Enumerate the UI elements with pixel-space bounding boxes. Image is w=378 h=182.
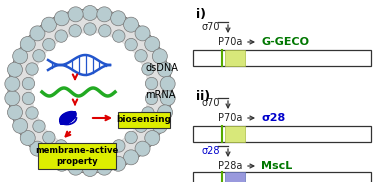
Text: G-GECO: G-GECO: [261, 37, 309, 47]
Text: MscL: MscL: [261, 161, 292, 171]
Circle shape: [125, 131, 137, 144]
Circle shape: [54, 11, 69, 26]
Circle shape: [55, 140, 67, 152]
Bar: [38, 143, 116, 169]
Text: biosensing: biosensing: [116, 116, 172, 124]
Circle shape: [54, 156, 69, 171]
Text: i): i): [196, 8, 206, 21]
Circle shape: [142, 107, 154, 119]
Text: P70a: P70a: [218, 37, 242, 47]
Bar: [225, 50, 245, 66]
Circle shape: [34, 35, 146, 147]
Circle shape: [5, 76, 20, 91]
Circle shape: [26, 107, 38, 119]
Circle shape: [142, 63, 154, 75]
Circle shape: [84, 23, 96, 35]
Circle shape: [69, 145, 81, 157]
Circle shape: [42, 150, 56, 165]
Circle shape: [69, 25, 81, 37]
Circle shape: [145, 37, 160, 52]
Bar: [193, 172, 371, 182]
Circle shape: [43, 131, 55, 144]
Text: dsDNA: dsDNA: [145, 63, 178, 73]
Text: membrane-active
property: membrane-active property: [36, 146, 119, 166]
Circle shape: [125, 38, 137, 51]
Text: mRNA: mRNA: [145, 90, 175, 100]
Circle shape: [30, 141, 45, 156]
Circle shape: [111, 11, 125, 26]
Circle shape: [113, 140, 125, 152]
Bar: [193, 126, 371, 142]
Circle shape: [82, 161, 98, 177]
Text: P70a: P70a: [218, 113, 242, 123]
Circle shape: [124, 17, 139, 32]
Bar: [225, 172, 245, 182]
Circle shape: [135, 141, 150, 156]
Text: P28a: P28a: [218, 161, 242, 171]
Circle shape: [124, 150, 139, 165]
Circle shape: [145, 130, 160, 145]
Circle shape: [146, 77, 158, 90]
Bar: [225, 126, 245, 142]
Circle shape: [99, 145, 111, 157]
Bar: [193, 50, 371, 66]
Text: σ70: σ70: [201, 98, 220, 108]
Circle shape: [135, 120, 147, 132]
Circle shape: [22, 77, 35, 90]
Circle shape: [111, 156, 125, 171]
Circle shape: [42, 17, 56, 32]
Circle shape: [30, 26, 45, 41]
Circle shape: [84, 147, 96, 159]
Circle shape: [99, 25, 111, 37]
Circle shape: [8, 62, 22, 77]
Circle shape: [22, 92, 35, 105]
Circle shape: [8, 105, 22, 120]
Text: σ70: σ70: [201, 22, 220, 32]
Circle shape: [97, 7, 112, 22]
Circle shape: [13, 118, 28, 133]
Circle shape: [158, 105, 172, 120]
Circle shape: [32, 33, 148, 149]
Circle shape: [152, 118, 167, 133]
Circle shape: [152, 49, 167, 64]
Circle shape: [68, 160, 83, 175]
Circle shape: [82, 5, 98, 21]
Bar: [118, 112, 170, 128]
Circle shape: [160, 76, 175, 91]
Circle shape: [160, 91, 175, 106]
Circle shape: [8, 9, 172, 173]
Circle shape: [68, 7, 83, 22]
Circle shape: [135, 50, 147, 62]
Text: σ28: σ28: [201, 146, 220, 156]
Circle shape: [26, 63, 38, 75]
Circle shape: [13, 49, 28, 64]
Circle shape: [33, 120, 45, 132]
Circle shape: [20, 37, 35, 52]
Circle shape: [113, 30, 125, 42]
Circle shape: [43, 38, 55, 51]
Text: σ28: σ28: [261, 113, 285, 123]
Circle shape: [33, 50, 45, 62]
Circle shape: [20, 130, 35, 145]
Circle shape: [97, 160, 112, 175]
Circle shape: [135, 26, 150, 41]
Circle shape: [158, 62, 172, 77]
Circle shape: [146, 92, 158, 105]
Circle shape: [55, 30, 67, 42]
Circle shape: [5, 91, 20, 106]
Text: ii): ii): [196, 90, 210, 103]
